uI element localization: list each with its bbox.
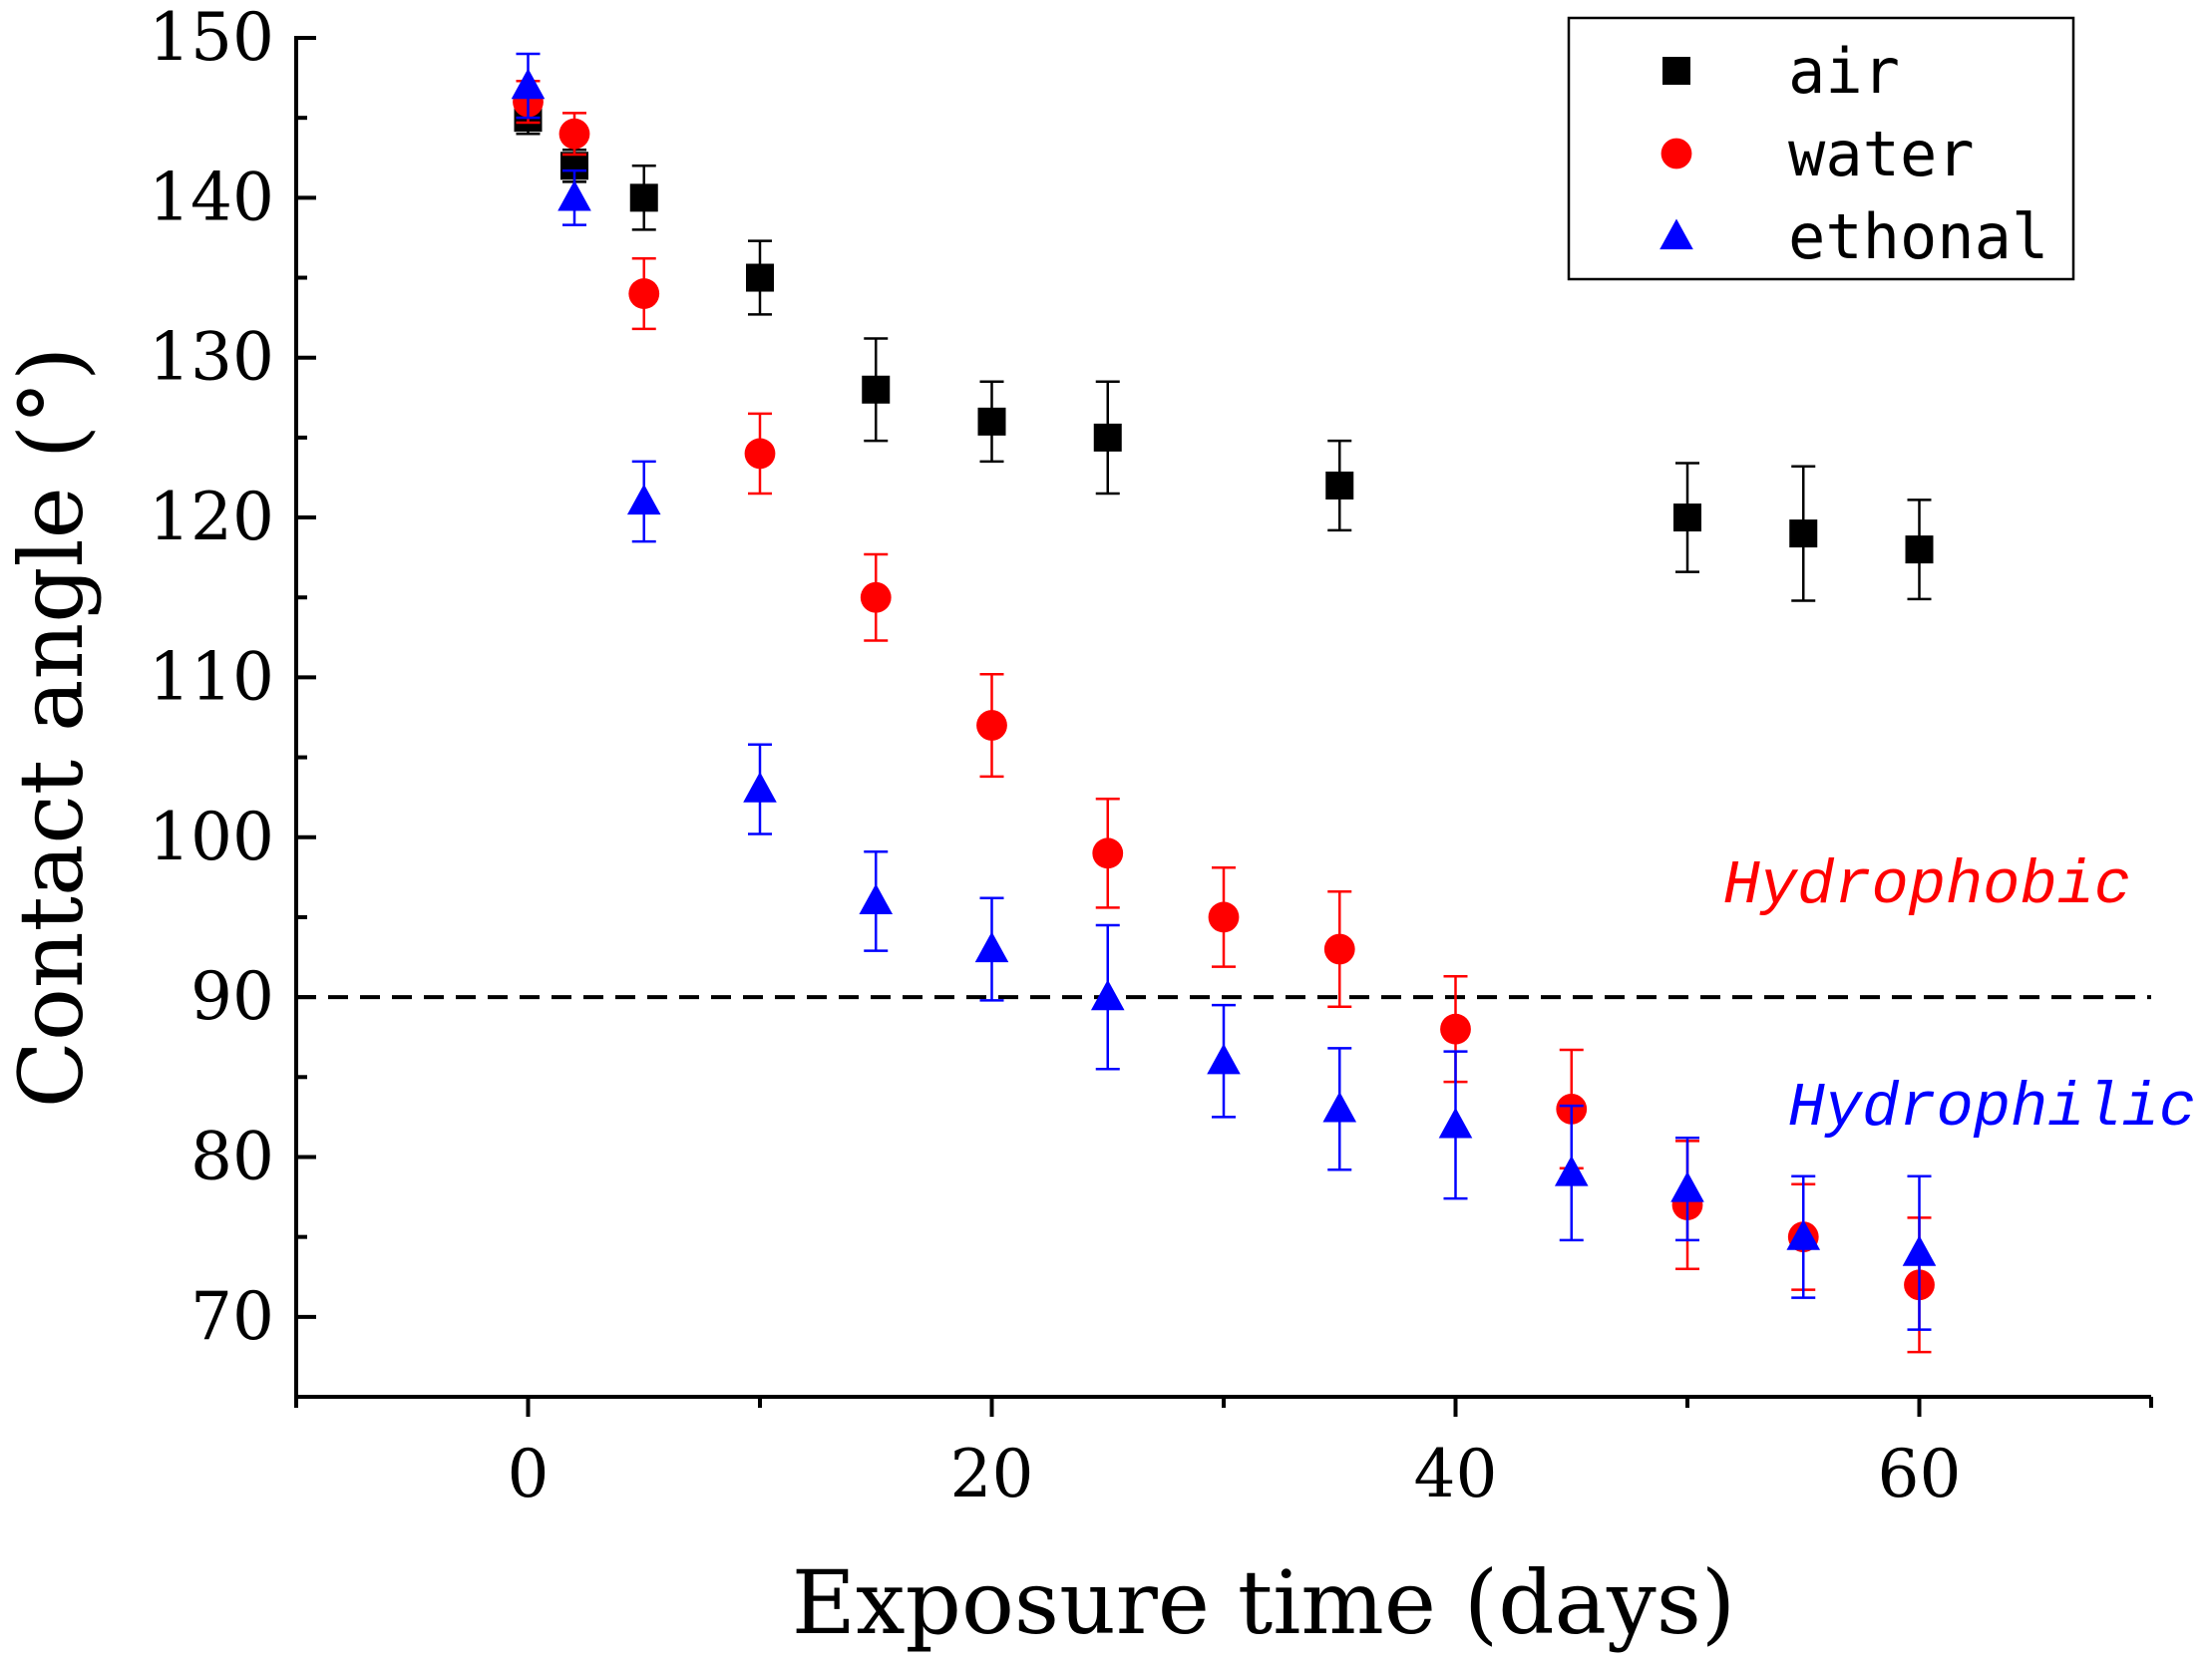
air-point [629,183,658,212]
hydrophilic-label: Hydrophilic [1788,1073,2196,1144]
ethonal-point [1670,1171,1704,1202]
y-tick-label: 140 [149,159,274,235]
series-air [514,100,1934,602]
ethonal-point [1554,1156,1589,1186]
air-point [1093,423,1122,452]
water-point [1092,837,1124,869]
ethonal-point [1902,1235,1937,1266]
water-point [860,581,892,613]
ethonal-point [1090,979,1125,1011]
air-point [1325,471,1354,500]
legend-marker-air [1662,57,1690,85]
x-tick-label: 40 [1414,1436,1498,1512]
y-tick-label: 80 [190,1118,274,1194]
x-tick-label: 0 [508,1436,550,1512]
x-tick-label: 20 [950,1436,1034,1512]
ethonal-point [1322,1091,1357,1123]
air-point [1789,519,1818,548]
y-tick-label: 110 [149,638,274,715]
legend-label-air: air [1788,35,1900,108]
water-point [1440,1013,1471,1045]
water-point [1208,901,1240,933]
ethonal-point [743,772,777,803]
water-point [558,118,590,150]
water-point [628,278,660,309]
data-points [511,52,1937,1354]
x-tick-label: 60 [1878,1436,1962,1512]
legend: air water ethonal [1567,16,2075,281]
ethonal-point [974,931,1009,963]
legend-marker-water [1660,138,1692,169]
air-point [977,407,1006,436]
air-point [1905,535,1934,564]
y-tick-label: 100 [149,799,274,875]
y-tick-label: 120 [149,479,274,555]
ethonal-point [511,68,546,100]
ethonal-point [1207,1043,1241,1075]
ethonal-point [1786,1219,1821,1250]
air-point [862,375,891,404]
series-ethonal [511,52,1937,1331]
water-point [976,710,1007,741]
y-axis-title: Contact angle (°) [0,347,103,1109]
legend-box [1567,16,2075,281]
legend-label-ethonal: ethonal [1788,200,2048,273]
water-point [1323,933,1355,965]
y-tick-label: 130 [149,319,274,396]
y-tick-label: 70 [190,1278,274,1355]
axes: 70 80 90 100 110 120 130 140 150 0 20 40 60 [149,0,2153,1512]
ethonal-point [1438,1107,1473,1139]
y-tick-label: 90 [190,958,274,1035]
ethonal-point [859,883,894,915]
y-tick-label: 150 [149,0,274,76]
ethonal-point [557,179,591,211]
legend-label-water: water [1788,118,1975,190]
ethonal-point [626,484,661,515]
air-point [1673,503,1701,532]
air-point [746,263,774,292]
water-point [744,438,776,470]
x-axis-title: Exposure time (days) [792,1551,1735,1654]
hydrophobic-label: Hydrophobic [1723,850,2131,921]
legend-marker-ethonal [1659,218,1693,250]
